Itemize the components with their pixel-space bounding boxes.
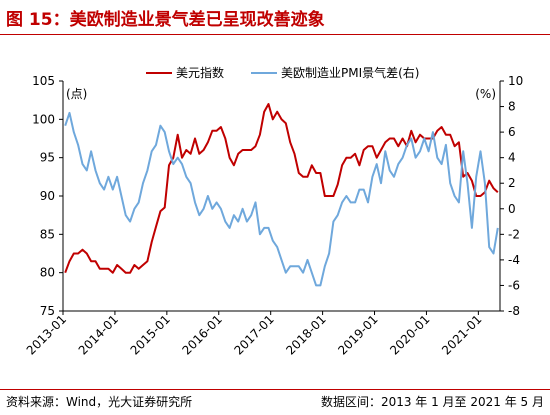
dual-axis-line-chart: 75 80 85 90 95 100 105 -8 -6 -4 -2 0 2 4 6 8 10 (点) (%) 201…	[24, 65, 524, 358]
right-tick-label: -4	[508, 253, 520, 267]
x-tick-label: 2018-01	[283, 312, 328, 357]
right-axis-unit: (%)	[475, 87, 496, 101]
left-tick-label: 80	[40, 266, 55, 280]
footer-divider	[0, 389, 550, 390]
left-tick-label: 105	[32, 74, 55, 88]
x-tick-label: 2013-01	[24, 312, 69, 357]
right-tick-label: 6	[508, 125, 516, 139]
right-tick-label: -8	[508, 304, 520, 318]
right-tick-label: 8	[508, 100, 516, 114]
x-tick-label: 2020-01	[387, 312, 432, 357]
legend: 美元指数 美欧制造业PMI景气差(右)	[146, 65, 420, 80]
right-tick-label: -2	[508, 227, 520, 241]
legend-label-dxy: 美元指数	[176, 65, 224, 80]
x-tick-label: 2019-01	[335, 312, 380, 357]
left-tick-label: 75	[40, 304, 55, 318]
series-line-dxy	[64, 103, 499, 274]
chart-title: 图 15：美欧制造业景气差已呈现改善迹象	[6, 10, 325, 30]
x-tick-label: 2014-01	[76, 312, 121, 357]
left-tick-label: 100	[32, 112, 55, 126]
x-tick-label: 2017-01	[231, 312, 276, 357]
x-tick-label: 2021-01	[439, 312, 484, 357]
legend-label-pmi-diff: 美欧制造业PMI景气差(右)	[281, 65, 420, 80]
left-tick-label: 85	[40, 227, 55, 241]
source-note: 资料来源：Wind，光大证券研究所	[6, 395, 193, 409]
right-tick-label: -6	[508, 278, 520, 292]
right-tick-label: 2	[508, 176, 516, 190]
left-axis-unit: (点)	[66, 87, 87, 101]
right-tick-label: 4	[508, 151, 516, 165]
series-lines	[64, 103, 499, 287]
x-tick-label: 2016-01	[180, 312, 225, 357]
x-tick-label: 2015-01	[128, 312, 173, 357]
left-tick-label: 90	[40, 189, 55, 203]
title-bar: 图 15：美欧制造业景气差已呈现改善迹象	[0, 0, 550, 35]
left-tick-label: 95	[40, 151, 55, 165]
data-range-note: 数据区间：2013 年 1 月至 2021 年 5 月	[320, 395, 544, 409]
right-tick-label: 0	[508, 202, 516, 216]
series-line-pmi-diff	[64, 111, 499, 287]
right-tick-label: 10	[508, 74, 523, 88]
